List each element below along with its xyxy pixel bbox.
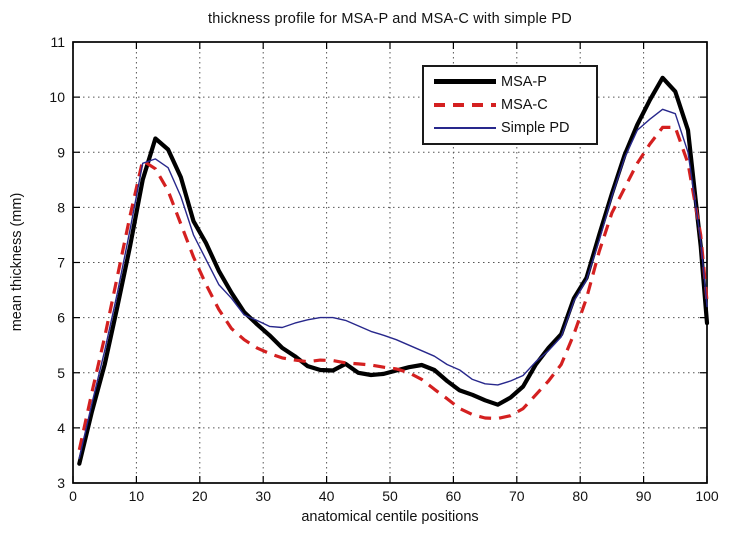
x-tick-label: 80 (572, 488, 588, 504)
y-tick-label: 4 (57, 420, 65, 436)
legend-label: MSA-P (501, 73, 547, 90)
series-simple-pd-line (78, 108, 708, 459)
x-tick-label: 70 (509, 488, 525, 504)
y-axis-label: mean thickness (mm) (9, 192, 25, 332)
legend-entry-msa-p: MSA-P (434, 71, 596, 93)
y-tick-label: 11 (50, 34, 65, 50)
y-tick-label: 7 (57, 255, 65, 271)
x-tick-label: 0 (69, 488, 77, 504)
legend-label: MSA-C (501, 96, 548, 113)
x-tick-label: 30 (255, 488, 271, 504)
x-tick-label: 60 (446, 488, 462, 504)
legend-line-sample-msa-c (434, 102, 496, 107)
y-tick-label: 5 (57, 365, 65, 381)
y-tick-label: 8 (57, 199, 65, 215)
legend-label: Simple PD (501, 120, 570, 137)
series-msa-p-line (77, 75, 710, 466)
legend-entry-msa-c: MSA-C (434, 94, 596, 116)
legend-entry-simple-pd: Simple PD (434, 117, 596, 139)
x-tick-label: 100 (695, 488, 719, 504)
x-tick-label: 90 (636, 488, 652, 504)
y-tick-label: 10 (49, 89, 65, 105)
y-tick-label: 9 (57, 144, 65, 160)
y-tick-label: 3 (57, 475, 65, 491)
x-tick-label: 50 (382, 488, 398, 504)
legend-box: MSA-P MSA-C Simple PD (422, 65, 598, 145)
chart-title: thickness profile for MSA-P and MSA-C wi… (208, 11, 572, 27)
y-tick-label: 6 (57, 310, 65, 326)
x-tick-label: 10 (129, 488, 145, 504)
legend-line-sample-msa-p (434, 79, 496, 85)
x-tick-label: 20 (192, 488, 208, 504)
x-tick-label: 40 (319, 488, 335, 504)
legend-line-sample-simple-pd (434, 127, 496, 130)
x-axis-label: anatomical centile positions (301, 509, 479, 525)
series-msa-c-line (77, 125, 709, 451)
